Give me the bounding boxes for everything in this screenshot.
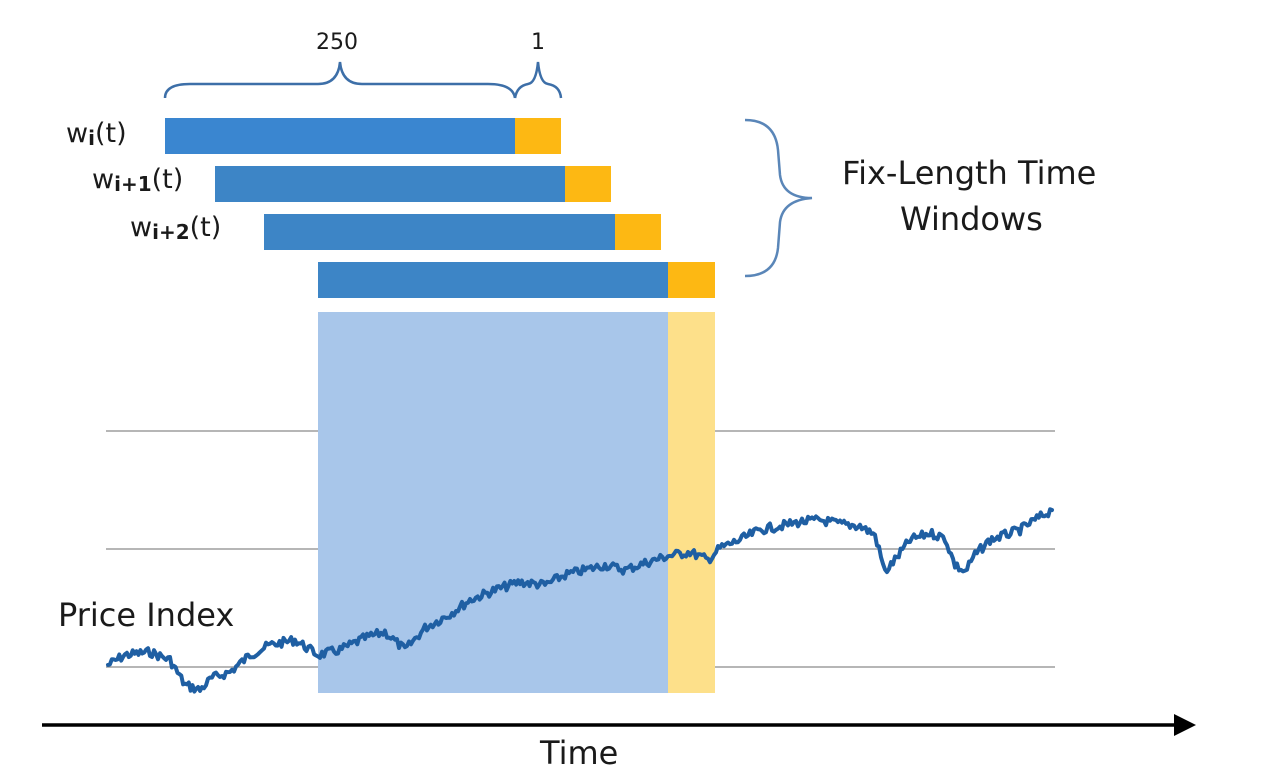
window-label-i-plus-1: wi+1(t) <box>92 164 184 196</box>
price-index-line <box>106 507 1054 694</box>
test-window-overlay <box>668 312 715 693</box>
window-bar-i <box>165 118 561 154</box>
window-bar-i-plus-1 <box>215 166 611 202</box>
test-length-label: 1 <box>531 30 545 55</box>
window-bar-i-plus-2 <box>264 214 661 250</box>
window-label-i: wi(t) <box>66 118 127 150</box>
train-length-brace <box>163 61 517 99</box>
test-length-brace <box>513 61 563 99</box>
time-axis-label: Time <box>540 734 619 772</box>
window-label-i-plus-2: wi+2(t) <box>130 212 222 244</box>
windows-group-brace <box>744 118 813 278</box>
windows-group-label-line2: Windows <box>900 200 1043 238</box>
time-axis-arrowhead <box>1174 714 1196 736</box>
price-index-label: Price Index <box>58 596 235 634</box>
window-bar-current <box>318 262 715 298</box>
windows-group-label-line1: Fix-Length Time <box>842 154 1097 192</box>
train-length-label: 250 <box>316 30 358 55</box>
